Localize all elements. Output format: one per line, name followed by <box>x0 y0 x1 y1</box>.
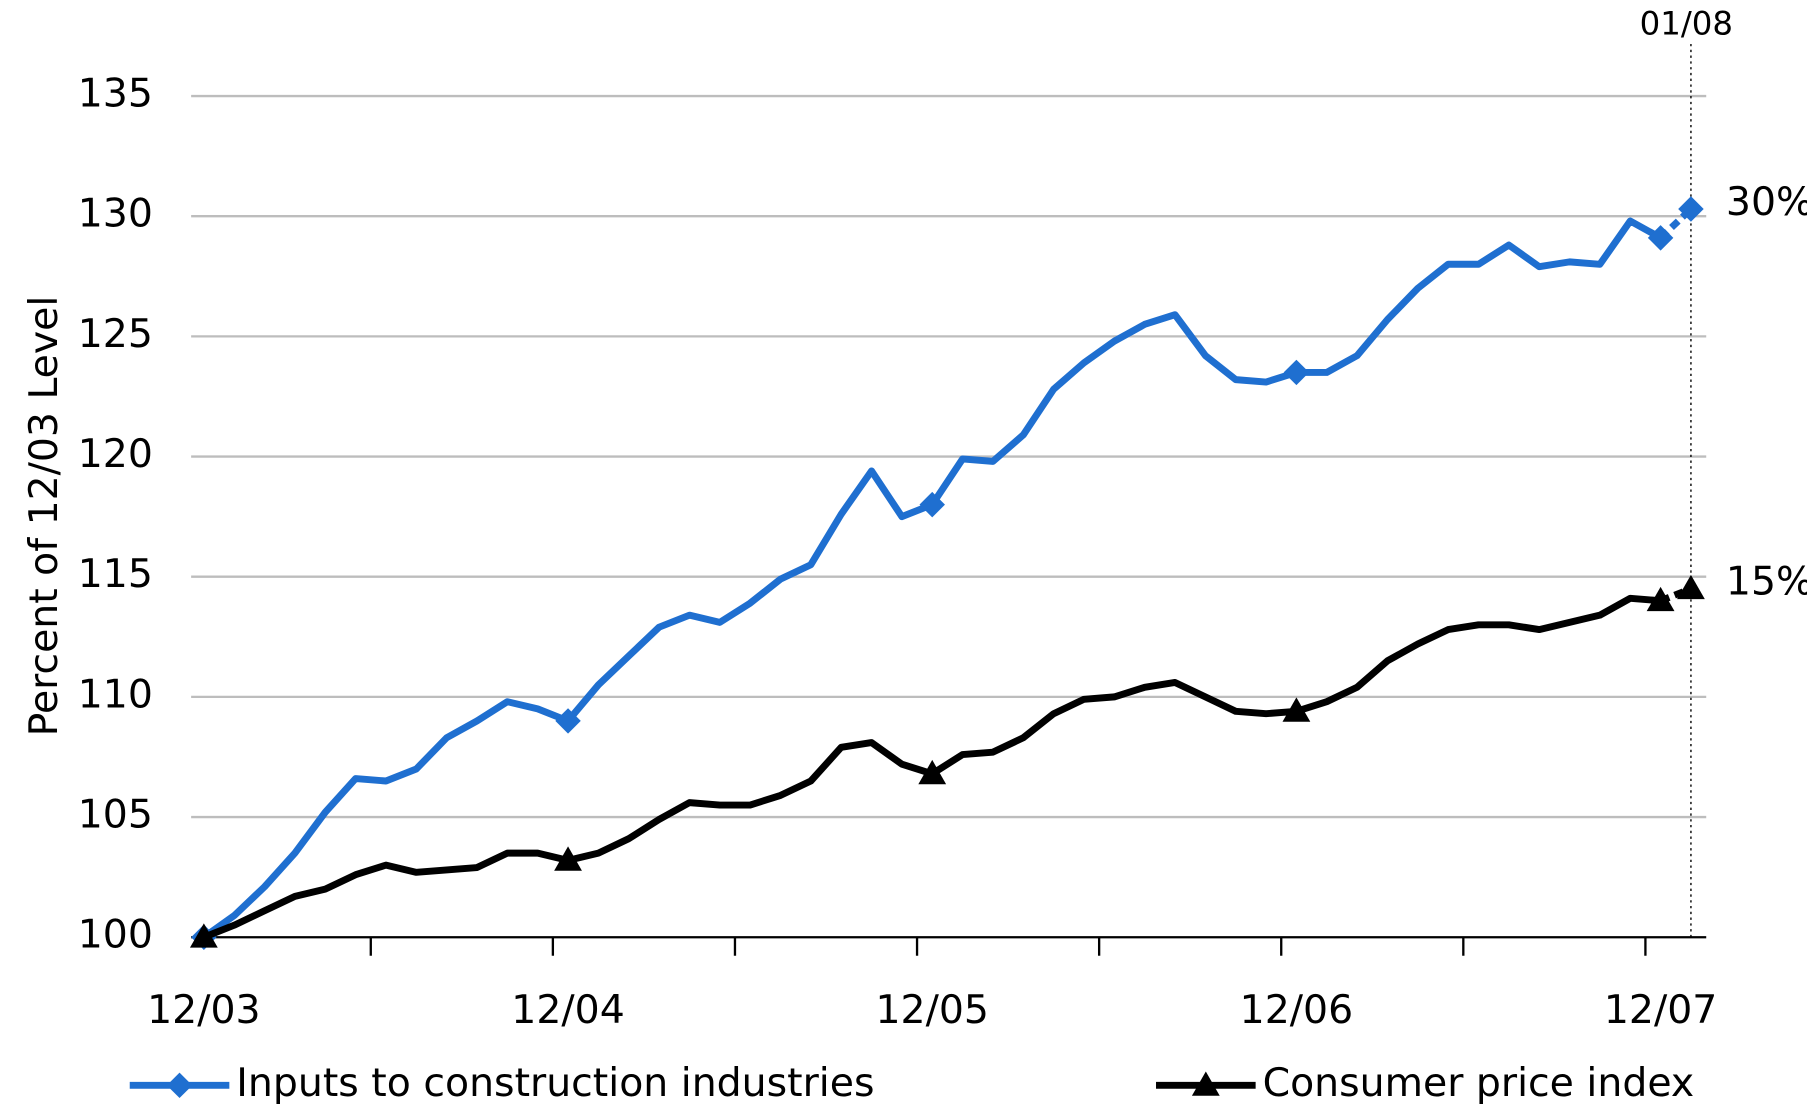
marker <box>1283 359 1310 386</box>
marker <box>918 759 947 785</box>
marker <box>189 923 218 948</box>
y-tick-label: 135 <box>78 71 153 117</box>
legend-label: Inputs to construction industries <box>236 1060 874 1105</box>
y-axis-label: Percent of 12/03 Level <box>21 296 67 737</box>
legend-label: Consumer price index <box>1263 1060 1695 1105</box>
y-tick-label: 120 <box>78 431 153 477</box>
marker <box>1678 196 1704 222</box>
marker <box>1677 574 1705 600</box>
marker <box>166 1072 193 1099</box>
marker <box>554 846 582 871</box>
x-tick-label: 12/05 <box>875 987 988 1033</box>
y-tick-label: 125 <box>78 311 153 357</box>
x-tick-label: 12/06 <box>1240 987 1353 1033</box>
marker <box>919 491 945 518</box>
marker <box>1282 697 1311 722</box>
end-label: 15% <box>1726 559 1807 605</box>
end-label: 30% <box>1726 179 1807 225</box>
y-tick-label: 130 <box>78 191 153 237</box>
x-tick-label: 01/08 <box>1640 4 1733 42</box>
y-tick-label: 115 <box>78 551 153 597</box>
y-tick-label: 100 <box>78 912 153 958</box>
y-tick-label: 105 <box>78 792 153 838</box>
x-tick-label: 12/07 <box>1604 987 1717 1033</box>
marker <box>555 708 581 734</box>
x-tick-label: 12/03 <box>147 987 260 1033</box>
y-tick-label: 110 <box>78 671 153 717</box>
x-tick-label: 12/04 <box>511 987 624 1033</box>
series-line <box>201 217 1663 941</box>
marker <box>1191 1071 1220 1096</box>
marker <box>1646 586 1675 612</box>
marker <box>1647 225 1674 251</box>
